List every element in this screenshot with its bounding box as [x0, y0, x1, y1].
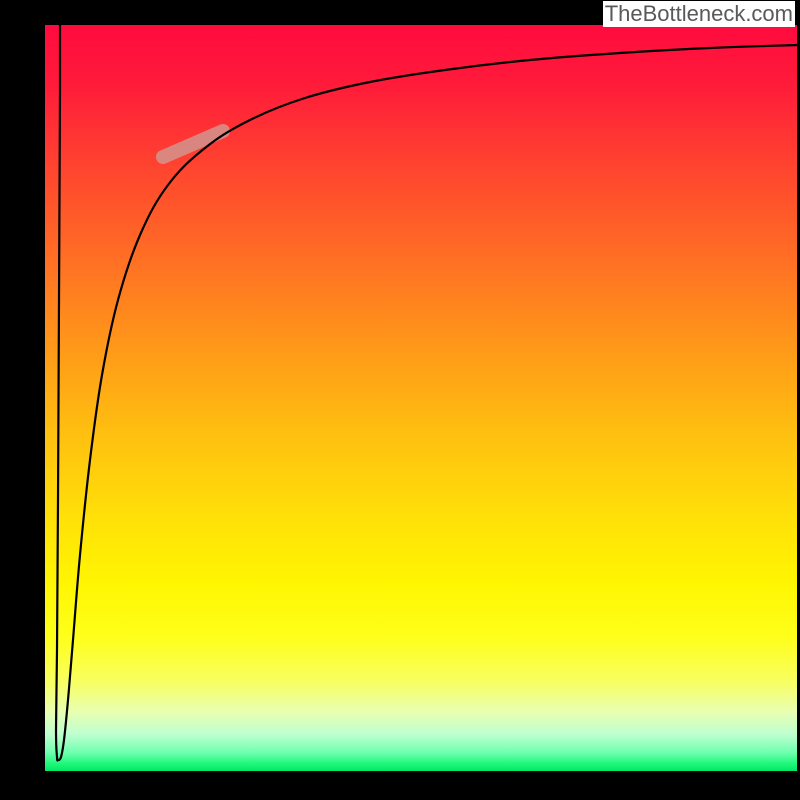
- plot-area: [45, 25, 797, 771]
- watermark-label: TheBottleneck.com: [603, 1, 795, 27]
- bottleneck-chart: TheBottleneck.com: [0, 0, 800, 800]
